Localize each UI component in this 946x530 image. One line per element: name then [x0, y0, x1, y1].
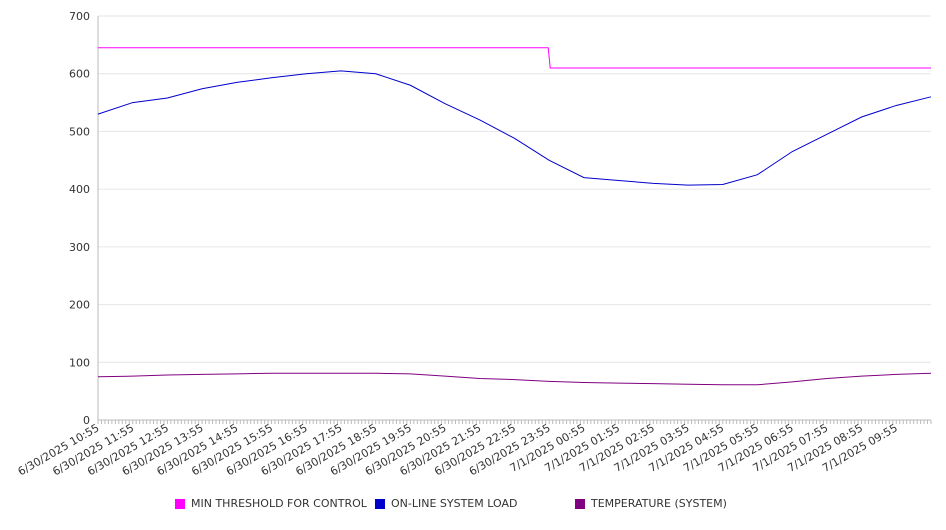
- series-lines: [97, 47, 932, 386]
- legend-swatch-threshold: [175, 498, 185, 509]
- y-tick-label: 400: [69, 183, 90, 196]
- y-tick-labels: 0 100 200 300 400 500 600 700: [69, 10, 90, 427]
- y-tick-label: 500: [69, 125, 90, 138]
- legend-swatch-load: [375, 498, 385, 509]
- legend: MIN THRESHOLD FOR CONTROL ON-LINE SYSTEM…: [0, 497, 946, 515]
- y-tick-label: 600: [69, 68, 90, 81]
- legend-swatch-temperature: [575, 498, 585, 509]
- series-line-0: [98, 47, 931, 69]
- legend-item-load[interactable]: ON-LINE SYSTEM LOAD: [375, 497, 517, 510]
- x-tick-labels: 6/30/2025 10:556/30/2025 11:556/30/2025 …: [16, 421, 900, 478]
- legend-item-threshold[interactable]: MIN THRESHOLD FOR CONTROL: [175, 497, 367, 510]
- series-line-1: [97, 70, 932, 186]
- series-line-2: [97, 372, 932, 386]
- y-tick-label: 300: [69, 241, 90, 254]
- legend-label-threshold: MIN THRESHOLD FOR CONTROL: [191, 497, 367, 510]
- axes: [97, 16, 932, 424]
- legend-item-temperature[interactable]: TEMPERATURE (SYSTEM): [575, 497, 727, 510]
- y-tick-label: 100: [69, 356, 90, 369]
- y-tick-label: 0: [83, 414, 90, 427]
- y-tick-label: 200: [69, 299, 90, 312]
- y-tick-label: 700: [69, 10, 90, 23]
- gridlines: [98, 15, 931, 363]
- legend-label-temperature: TEMPERATURE (SYSTEM): [591, 497, 727, 510]
- legend-label-load: ON-LINE SYSTEM LOAD: [391, 497, 518, 510]
